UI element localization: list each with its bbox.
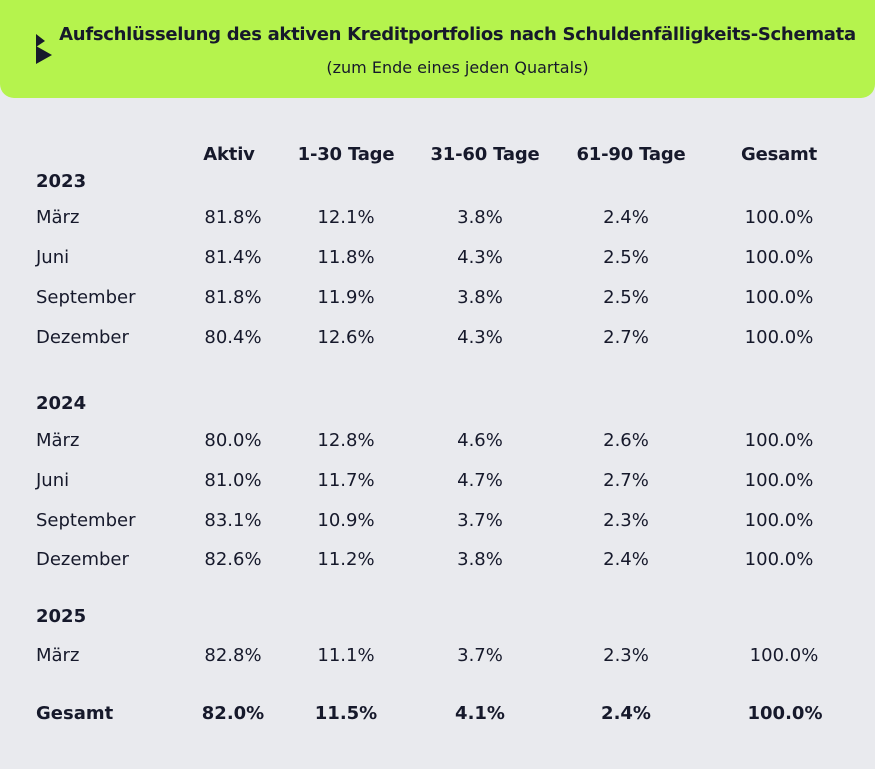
row-label: Juni [36, 247, 70, 268]
table-cell: 3.7% [457, 510, 503, 531]
table-cell: 3.8% [457, 287, 503, 308]
row-label: September [36, 287, 136, 308]
page-subtitle: (zum Ende eines jeden Quartals) [326, 58, 589, 77]
table-cell: 81.4% [204, 247, 262, 268]
table-cell: 3.8% [457, 207, 503, 228]
column-header-1-30: 1-30 Tage [297, 144, 395, 165]
table-cell: 11.2% [317, 549, 375, 570]
header-banner: Aufschlüsselung des aktiven Kreditportfo… [0, 0, 875, 98]
table-cell: 3.8% [457, 549, 503, 570]
row-label: Juni [36, 470, 70, 491]
table-cell: 80.4% [204, 327, 262, 348]
total-cell: 4.1% [455, 703, 505, 724]
table-cell: 11.9% [317, 287, 375, 308]
table-cell: 2.5% [603, 287, 649, 308]
table-cell: 4.6% [457, 430, 503, 451]
table-cell: 100.0% [744, 207, 814, 228]
total-cell: 82.0% [201, 703, 265, 724]
table-cell: 81.0% [204, 470, 262, 491]
table-cell: 2.7% [603, 327, 649, 348]
table-cell: 100.0% [744, 510, 814, 531]
table-cell: 2.4% [603, 549, 649, 570]
table-cell: 80.0% [204, 430, 262, 451]
row-label: März [36, 645, 80, 666]
table-cell: 2.7% [603, 470, 649, 491]
table-cell: 4.7% [457, 470, 503, 491]
row-label: Dezember [36, 327, 129, 348]
total-cell: 11.5% [314, 703, 378, 724]
table-cell: 100.0% [744, 549, 814, 570]
row-label: September [36, 510, 136, 531]
page-title: Aufschlüsselung des aktiven Kreditportfo… [59, 24, 856, 45]
table-cell: 3.7% [457, 645, 503, 666]
table-cell: 81.8% [204, 287, 262, 308]
table-cell: 82.8% [204, 645, 262, 666]
total-cell: 2.4% [601, 703, 651, 724]
year-heading: 2024 [36, 393, 87, 414]
table-cell: 11.7% [317, 470, 375, 491]
table-cell: 10.9% [317, 510, 375, 531]
table-cell: 100.0% [749, 645, 819, 666]
table-cell: 12.1% [317, 207, 375, 228]
table-cell: 12.8% [317, 430, 375, 451]
table-cell: 81.8% [204, 207, 262, 228]
table-cell: 82.6% [204, 549, 262, 570]
table-cell: 2.3% [603, 645, 649, 666]
row-label: Dezember [36, 549, 129, 570]
column-header-31-60: 31-60 Tage [430, 144, 540, 165]
table-cell: 2.6% [603, 430, 649, 451]
table-cell: 100.0% [744, 470, 814, 491]
table-cell: 83.1% [204, 510, 262, 531]
table-cell: 100.0% [744, 247, 814, 268]
row-label: März [36, 430, 80, 451]
column-header-61-90: 61-90 Tage [576, 144, 686, 165]
table-cell: 4.3% [457, 247, 503, 268]
table-cell: 2.3% [603, 510, 649, 531]
table-cell: 2.5% [603, 247, 649, 268]
total-cell: 100.0% [747, 703, 823, 724]
row-label: März [36, 207, 80, 228]
year-heading: 2025 [36, 606, 87, 627]
table-cell: 100.0% [744, 287, 814, 308]
table-cell: 4.3% [457, 327, 503, 348]
total-label: Gesamt [36, 703, 114, 724]
table-cell: 12.6% [317, 327, 375, 348]
table-cell: 2.4% [603, 207, 649, 228]
table-cell: 100.0% [744, 430, 814, 451]
table-cell: 11.8% [317, 247, 375, 268]
table-cell: 100.0% [744, 327, 814, 348]
column-header-aktiv: Aktiv [203, 144, 255, 165]
brand-logo-icon [36, 34, 52, 64]
column-header-gesamt: Gesamt [740, 144, 818, 165]
table-cell: 11.1% [317, 645, 375, 666]
year-heading: 2023 [36, 171, 87, 192]
